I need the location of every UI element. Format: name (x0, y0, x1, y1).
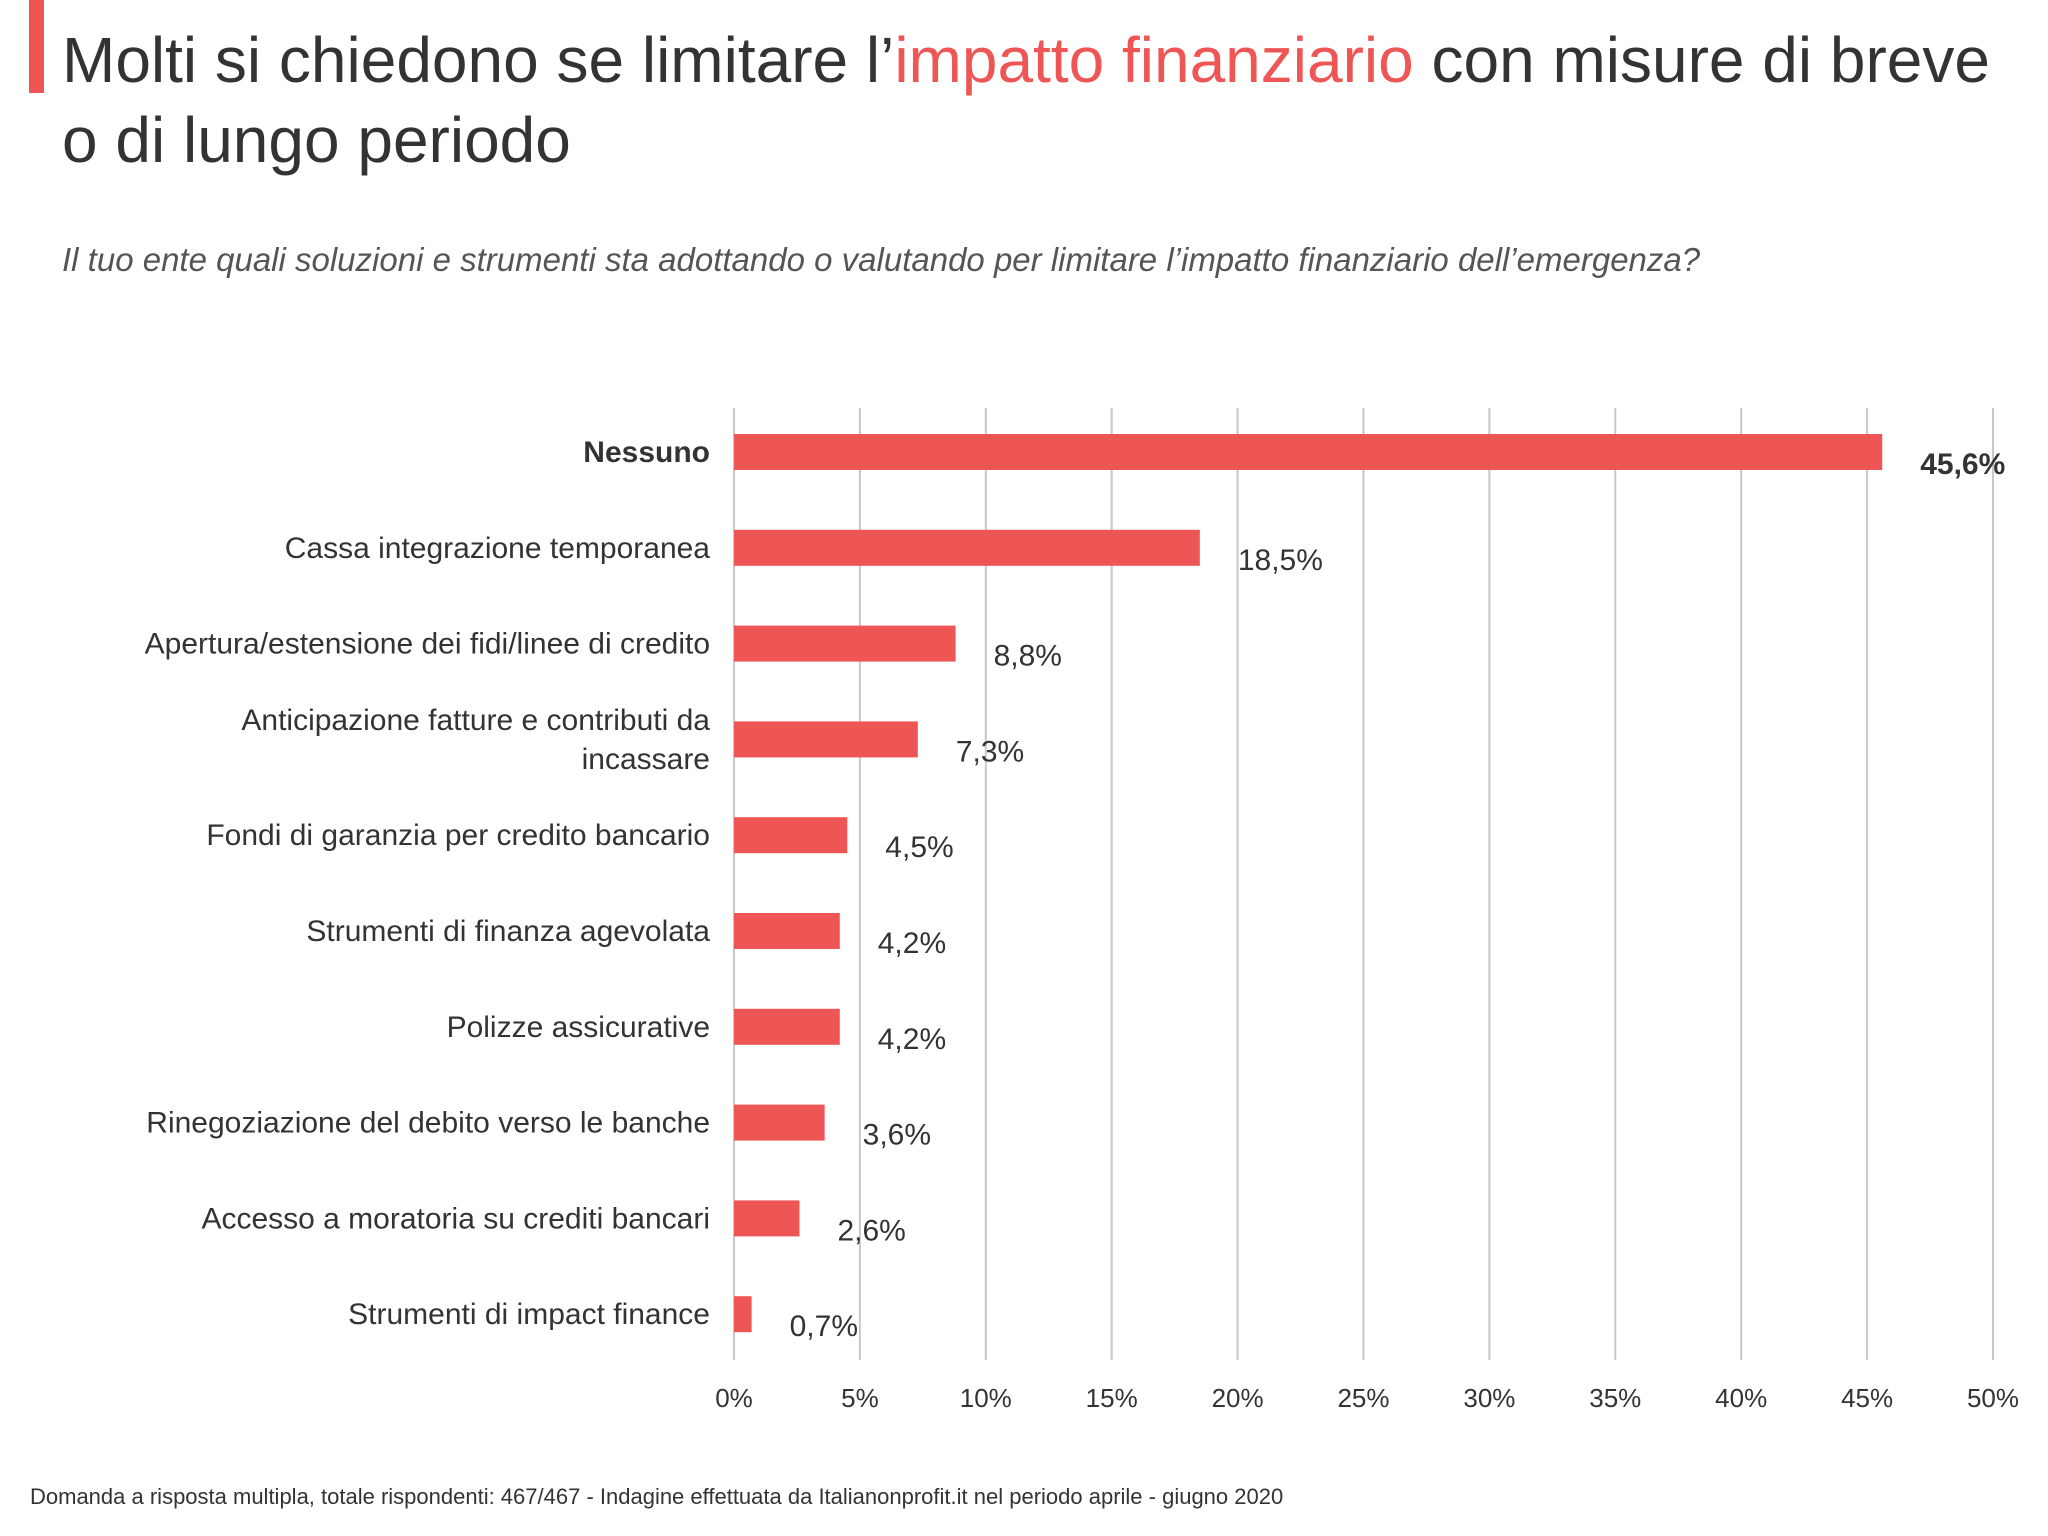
category-label: Strumenti di finanza agevolata (306, 915, 710, 948)
footnote: Domanda a risposta multipla, totale risp… (30, 1484, 1284, 1509)
value-labels: 45,6% 18,5% 8,8% 7,3% 4,5% 4,2% 4,2% 3,6% 2,6% 0,… (790, 448, 2006, 1343)
category-labels: Nessuno Cassa integrazione temporanea Aper… (145, 436, 711, 1331)
title-highlight: impatto finanziario (894, 24, 1414, 96)
bar (734, 625, 956, 662)
x-tick-label: 5% (841, 1383, 879, 1413)
value-label: 2,6% (837, 1214, 905, 1247)
title-text-end: con misure di breve o di lungo periodo (62, 24, 1990, 176)
value-label: 45,6% (1920, 448, 2005, 481)
category-label: Accesso a moratoria su crediti bancari (201, 1202, 710, 1235)
gridlines (733, 408, 1994, 1360)
x-tick-label: 40% (1715, 1383, 1767, 1413)
value-label: 4,2% (878, 927, 946, 960)
x-tick-label: 30% (1463, 1383, 1515, 1413)
x-tick-label: 15% (1086, 1383, 1138, 1413)
value-label: 18,5% (1238, 544, 1323, 577)
category-label: Anticipazione fatture e contributi da inc… (241, 704, 710, 776)
value-label: 7,3% (956, 735, 1024, 768)
bar (734, 721, 918, 758)
x-axis-ticks: 0% 5% 10% 15% 20% 25% 30% 35% 40% 45% 50% (715, 1383, 2019, 1413)
category-label: Rinegoziazione del debito verso le banch… (146, 1107, 710, 1140)
chart-title: Molti si chiedono se limitare l’impatto … (62, 20, 2002, 180)
x-tick-label: 10% (960, 1383, 1012, 1413)
x-tick-label: 45% (1841, 1383, 1893, 1413)
title-text-start: Molti si chiedono se limitare l’ (62, 24, 895, 96)
bar-chart: Nessuno Cassa integrazione temporanea Aper… (145, 408, 2019, 1413)
value-label: 0,7% (790, 1310, 858, 1343)
category-label: Fondi di garanzia per credito bancario (206, 819, 710, 852)
bar (734, 1104, 825, 1141)
category-label: Strumenti di impact finance (348, 1298, 710, 1331)
bar (734, 529, 1200, 566)
x-tick-label: 25% (1337, 1383, 1389, 1413)
x-tick-label: 50% (1967, 1383, 2019, 1413)
bar (734, 1200, 800, 1237)
bar (734, 434, 1883, 470)
bar (734, 1008, 840, 1045)
x-tick-label: 0% (715, 1383, 753, 1413)
category-label: Nessuno (583, 436, 710, 469)
category-label: Cassa integrazione temporanea (285, 532, 711, 565)
category-label: Polizze assicurative (447, 1011, 710, 1044)
bar (734, 1296, 752, 1333)
x-tick-label: 35% (1589, 1383, 1641, 1413)
value-label: 8,8% (994, 640, 1062, 673)
value-label: 4,2% (878, 1023, 946, 1056)
bar (734, 913, 840, 949)
bar (734, 817, 848, 854)
value-label: 3,6% (863, 1119, 931, 1152)
chart-subtitle: Il tuo ente quali soluzioni e strumenti … (62, 241, 1701, 278)
bars (734, 434, 1883, 1333)
title-accent-bar (29, 0, 44, 93)
value-label: 4,5% (885, 831, 953, 864)
x-tick-label: 20% (1212, 1383, 1264, 1413)
category-label: Apertura/estensione dei fidi/linee di cr… (145, 628, 710, 661)
